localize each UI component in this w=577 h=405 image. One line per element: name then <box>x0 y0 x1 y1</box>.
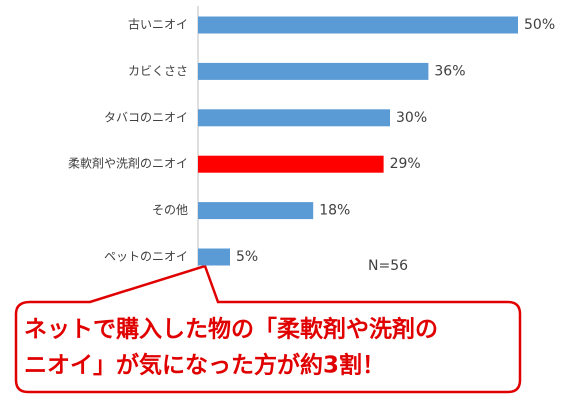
note: N=56 <box>368 258 408 274</box>
category-label: その他 <box>152 203 188 217</box>
value-label: 29% <box>390 156 421 172</box>
category-label: 古いニオイ <box>128 17 188 32</box>
bar <box>198 248 230 266</box>
bar <box>198 16 518 34</box>
callout-text: ニオイ」が気になった方が約3割！ <box>24 352 385 379</box>
value-label: 18% <box>319 203 350 219</box>
bar <box>198 155 384 173</box>
category-label: カビくささ <box>128 64 188 78</box>
bar <box>198 202 314 220</box>
category-label: ペットのニオイ <box>104 250 188 264</box>
bar <box>198 109 390 127</box>
category-label: タバコのニオイ <box>104 110 188 124</box>
value-label: 30% <box>396 110 427 126</box>
value-label: 5% <box>236 249 258 265</box>
callout-text: ネットで購入した物の「柔軟剤や洗剤の <box>24 316 438 343</box>
category-label: 柔軟剤や洗剤のニオイ <box>68 156 188 171</box>
callout-box <box>14 264 522 394</box>
bar <box>198 62 429 80</box>
value-label: 36% <box>434 63 465 79</box>
value-label: 50% <box>524 17 555 33</box>
